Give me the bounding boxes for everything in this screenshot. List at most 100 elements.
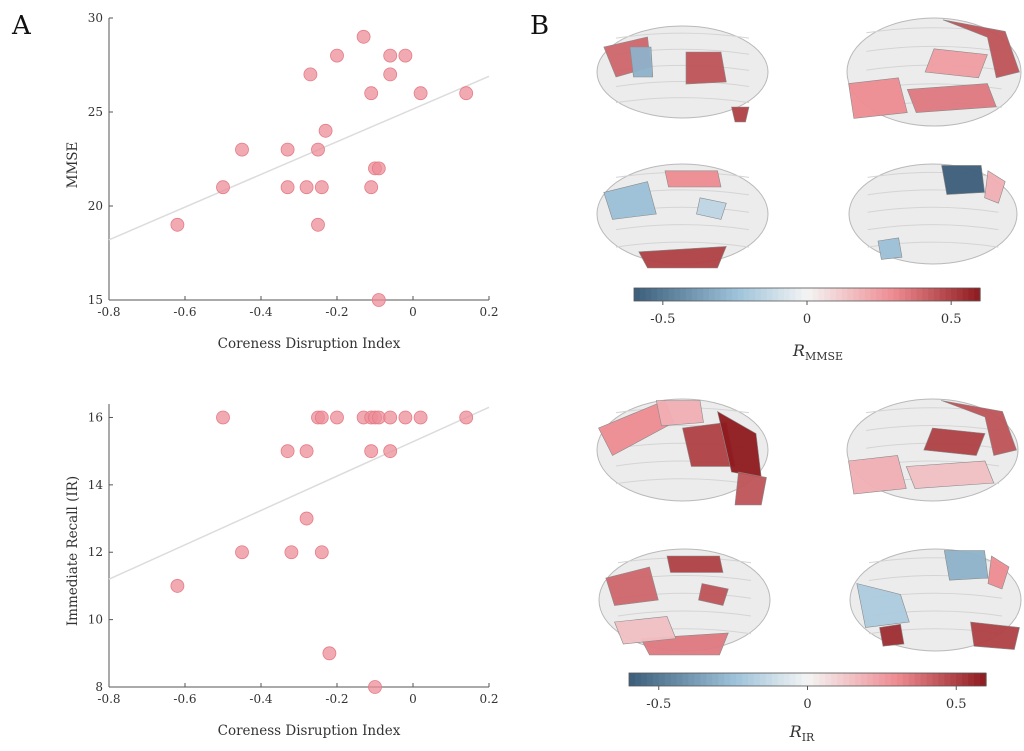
colorbar-segment [910, 288, 918, 301]
brain-region [696, 197, 727, 220]
colorbar-segment [926, 673, 934, 686]
colorbar-segment [825, 673, 832, 686]
colorbar-segment [861, 673, 868, 686]
colorbar-segment [676, 673, 684, 686]
colorbar-segment [732, 288, 739, 301]
data-point [299, 511, 314, 526]
colorbar-segment [902, 673, 910, 686]
colorbar-segment [708, 288, 716, 301]
panel-label-a: A [11, 11, 32, 41]
x-tick-label: 0 [409, 692, 417, 706]
data-point [459, 86, 474, 101]
colorbar-segment [807, 673, 815, 686]
colorbar-tick-label: 0.5 [946, 697, 967, 712]
data-point [371, 161, 386, 176]
data-point [314, 545, 329, 560]
colorbar-segment [890, 673, 898, 686]
colorbar-segment [950, 673, 957, 686]
x-tick-label: -0.8 [97, 692, 120, 706]
colorbar-segment [629, 673, 636, 686]
colorbar-segment [858, 288, 866, 301]
colorbar-segment [914, 673, 922, 686]
data-point [413, 86, 428, 101]
brain-region [877, 237, 903, 260]
brain-region [731, 106, 750, 123]
brain-region [941, 165, 985, 195]
colorbar-segment [777, 673, 785, 686]
colorbar-segment [718, 673, 725, 686]
colorbar-segment [945, 288, 952, 301]
colorbar-segment [726, 288, 733, 301]
data-point [398, 410, 413, 425]
data-point [368, 680, 382, 694]
colorbar-segment [753, 673, 761, 686]
colorbar-segment [634, 673, 642, 686]
data-point [303, 67, 318, 82]
colorbar-segment [755, 288, 762, 301]
colorbar-segment [837, 673, 844, 686]
colorbar-segment [748, 673, 755, 686]
data-point [371, 293, 386, 307]
colorbar-segment [812, 288, 820, 301]
data-point [356, 29, 371, 44]
colorbar-segment [962, 673, 969, 686]
brain-region [970, 621, 1020, 650]
data-point [314, 180, 329, 195]
brain-region [879, 623, 905, 647]
colorbar-segment [887, 288, 895, 301]
data-point [170, 217, 185, 232]
sulcus-line [615, 97, 750, 104]
sulcus-line [867, 206, 999, 213]
data-point [299, 444, 314, 459]
data-point [364, 444, 379, 459]
x-tick-label: -0.2 [325, 692, 348, 706]
colorbar-segment [724, 673, 731, 686]
colorbar-segment [951, 288, 958, 301]
colorbar-segment [824, 288, 831, 301]
data-point [235, 545, 249, 560]
colorbar-segment [640, 673, 648, 686]
y-tick-label: 12 [88, 545, 103, 559]
colorbar-segment [830, 288, 837, 301]
x-tick-label: 0.2 [479, 305, 498, 319]
brain-region [856, 583, 910, 628]
scatter-marks: -0.8 -0.6 -0.4 -0.2 0 0.2 8 10 12 14 16 [88, 404, 499, 706]
colorbar-segment [922, 288, 929, 301]
sulcus-line [867, 171, 999, 178]
colorbar-segment [870, 288, 877, 301]
y-tick-label: 25 [88, 105, 103, 119]
brain-region [923, 427, 986, 456]
colorbar-segment [759, 673, 767, 686]
colorbar-segment [876, 288, 883, 301]
colorbar-segment [920, 673, 928, 686]
x-axis-label-mmse: Coreness Disruption Index [218, 336, 401, 352]
colorbar-segment [813, 673, 820, 686]
colorbar-segment [928, 288, 935, 301]
colorbar-segment [853, 288, 860, 301]
brain-region [614, 616, 677, 645]
sulcus-line [615, 32, 750, 39]
colorbar-segment [789, 288, 797, 301]
colorbar-segment [703, 288, 710, 301]
brain-region [666, 555, 724, 573]
colorbar-segment [646, 673, 654, 686]
data-point [383, 48, 398, 63]
colorbar-segment [893, 288, 900, 301]
x-tick-label: -0.6 [173, 305, 196, 319]
colorbar-segment [670, 673, 678, 686]
brain-views [596, 17, 1022, 269]
brain-region [924, 48, 988, 79]
colorbar-segment [847, 288, 854, 301]
x-tick-label: -0.4 [249, 692, 273, 706]
brain-region [941, 400, 1017, 456]
data-point [322, 646, 337, 661]
data-point [364, 86, 379, 101]
colorbar-segment [680, 288, 687, 301]
sulcus-line [615, 241, 750, 248]
colorbar-segment [795, 673, 803, 686]
x-axis-label-ir: Coreness Disruption Index [218, 723, 401, 739]
colorbar-segment [714, 288, 722, 301]
colorbar-segment [700, 673, 707, 686]
sulcus-line [867, 224, 999, 231]
scatter-plot-ir: -0.8 -0.6 -0.4 -0.2 0 0.2 8 10 12 14 16 Coreness D… [65, 404, 499, 739]
